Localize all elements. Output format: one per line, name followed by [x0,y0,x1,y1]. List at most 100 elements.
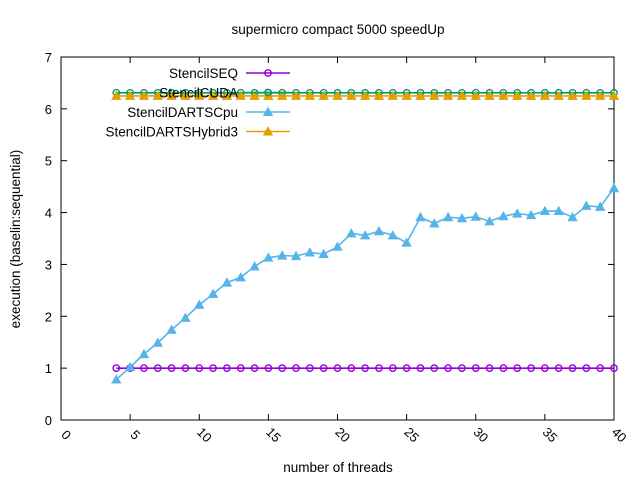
data-point [290,90,302,100]
data-point [138,348,150,359]
data-point [207,288,219,298]
x-tick-label: 35 [540,424,561,445]
data-point [318,248,329,259]
series-layer [111,88,620,384]
data-point [401,237,412,247]
y-tick-label: 4 [45,206,52,221]
data-point [458,364,466,373]
legend-label: StencilCUDA [159,86,238,101]
data-point [442,90,454,100]
data-point [525,209,537,220]
data-point [527,364,535,373]
data-point [498,210,509,221]
data-point [194,90,205,100]
data-point [430,364,439,373]
data-point [194,299,205,309]
y-tick-label: 6 [45,102,52,117]
x-axis-title: number of threads [283,460,393,475]
data-point [554,364,563,373]
data-point [401,90,412,100]
series-line [115,187,615,381]
data-point [277,250,288,260]
data-point [375,364,383,373]
data-point [444,364,452,373]
series-StencilDARTSHybrid3 [111,90,620,100]
data-point [499,364,508,373]
data-point [195,364,204,373]
legend-marker [264,88,272,97]
x-tick-label: 10 [194,424,215,445]
data-point [180,90,191,100]
data-point [235,90,246,100]
data-point [513,364,522,373]
data-point [456,90,468,100]
data-point [207,90,219,100]
data-point [249,261,260,271]
data-point [498,90,509,100]
legend-label: StencilDARTSCpu [127,105,238,120]
data-point [153,364,162,373]
data-point [567,90,578,100]
legend-marker [264,69,272,77]
data-point [152,337,163,347]
x-tick-label: 20 [332,424,353,445]
data-point [387,230,398,240]
data-point [347,364,356,373]
data-point [539,205,551,216]
y-axis-title: execution (baselin:sequential) [8,150,23,329]
x-tick-label: 0 [58,427,74,443]
data-point [166,324,177,334]
data-point [471,364,480,373]
data-point [540,364,549,373]
data-point [181,364,190,373]
data-point [277,90,288,100]
data-point [292,364,300,373]
x-tick-label: 5 [127,427,143,443]
y-tick-label: 0 [45,413,52,428]
legend-marker [262,106,274,116]
data-point [594,201,606,211]
data-point [485,364,494,373]
legend-label: StencilSEQ [169,66,238,81]
legend-item: StencilDARTSHybrid3 [105,125,290,140]
data-point [333,364,342,373]
data-point [359,90,371,100]
data-point [387,90,398,100]
data-point [140,364,148,373]
data-point [415,211,426,222]
data-point [152,90,163,100]
legend-marker [262,126,274,136]
data-point [581,90,592,100]
legend: StencilSEQ StencilCUDA StencilDARTSCpu Sten… [105,66,290,140]
data-point [235,272,246,282]
series-StencilSEQ [112,364,618,373]
data-point [250,364,259,373]
y-tick-label: 2 [45,309,52,324]
data-point [278,364,287,373]
data-point [581,200,592,210]
data-point [539,90,551,100]
legend-item: StencilDARTSCpu [127,105,290,120]
data-point [209,364,217,373]
data-point [138,90,150,100]
data-point [610,364,618,373]
y-tick-label: 5 [45,154,52,169]
data-point [304,247,316,257]
legend-label: StencilDARTSHybrid3 [105,125,238,140]
data-point [388,364,397,373]
data-point [568,364,577,373]
data-point [332,90,343,100]
data-point [484,90,495,100]
y-tick-label: 3 [45,257,52,272]
x-tick-label: 15 [263,424,284,445]
data-point [112,364,121,373]
data-point [373,90,385,100]
data-point [594,90,606,100]
data-point [470,211,481,221]
data-point [236,364,245,373]
data-point [318,90,329,100]
data-point [332,241,343,251]
x-tick-label: 40 [609,424,630,445]
data-point [249,90,260,100]
